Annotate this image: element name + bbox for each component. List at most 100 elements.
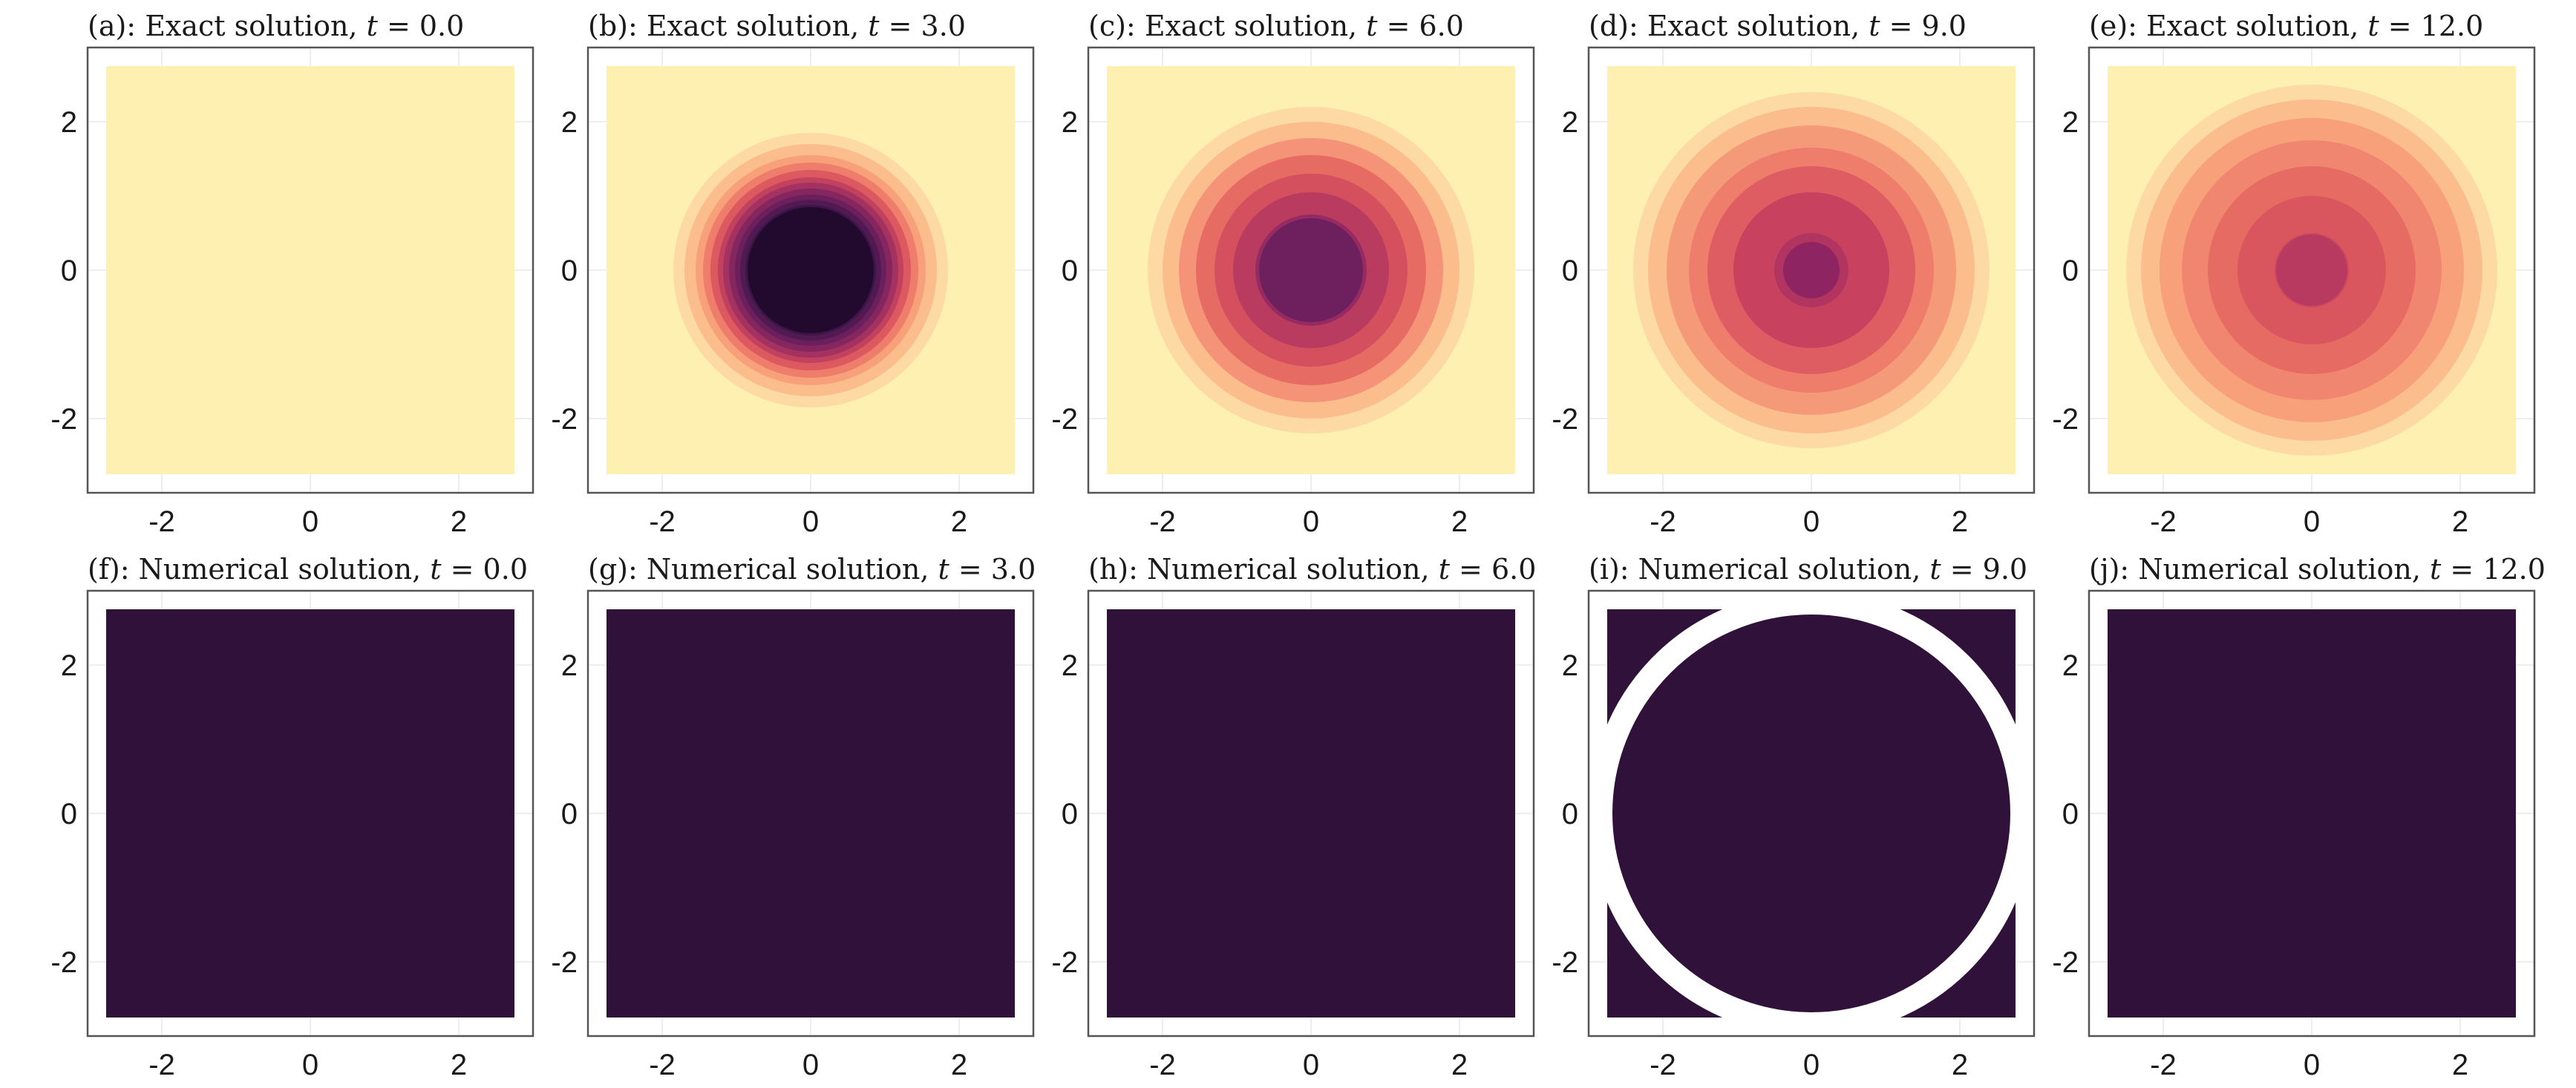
- y-tick-label: -2: [2052, 403, 2079, 436]
- panel-title: (f): Numerical solution, t = 0.0: [88, 553, 528, 586]
- x-tick-label: -2: [649, 1049, 676, 1081]
- y-tick-label: 2: [561, 649, 578, 682]
- panel-f: -2 0 2 -2 0 2 (f): Numerical solution, t = 0.0: [50, 553, 535, 1081]
- panel-title: (a): Exact solution, t = 0.0: [88, 10, 464, 42]
- ring-gap: [1589, 591, 2034, 1036]
- y-tick-label: 2: [2062, 649, 2079, 682]
- x-tick-label: -2: [1650, 505, 1676, 538]
- panel-title-label: (h): Numerical solution,: [1088, 553, 1439, 586]
- x-tick-label: 2: [1451, 1049, 1468, 1081]
- panel-title-tvar: t: [2367, 10, 2379, 42]
- panel-title: (e): Exact solution, t = 12.0: [2089, 10, 2483, 42]
- panel-title-tval: = 0.0: [378, 10, 464, 42]
- contour-level: [748, 207, 874, 333]
- x-tick-label: -2: [148, 1049, 175, 1081]
- x-tick-label: -2: [649, 505, 676, 538]
- panel-b: -2 0 2 -2 0 2 (b): Exact solution, t = 3.0: [551, 10, 1035, 538]
- contour-levels: [673, 133, 948, 407]
- x-tick-label: 0: [302, 1049, 318, 1081]
- x-tick-label: 2: [1451, 505, 1468, 538]
- panel-title-tval: = 6.0: [1450, 553, 1536, 586]
- y-tick-label: 0: [2062, 798, 2079, 830]
- y-tick-label: -2: [1051, 946, 1078, 979]
- y-tick-label: 2: [1562, 106, 1578, 139]
- panel-a: -2 0 2 -2 0 2 (a): Exact solution, t = 0.0: [50, 10, 535, 538]
- panel-title-label: (e): Exact solution,: [2089, 10, 2367, 42]
- x-tick-label: 0: [802, 1049, 819, 1081]
- x-tick-label: 0: [1303, 505, 1319, 538]
- ring-gap-band: [1589, 591, 2034, 1036]
- x-tick-label: -2: [1149, 1049, 1176, 1081]
- y-tick-label: 2: [2062, 106, 2079, 139]
- panel-title-tval: = 9.0: [1880, 10, 1967, 42]
- x-tick-label: -2: [148, 505, 175, 538]
- x-tick-label: -2: [2150, 1049, 2177, 1081]
- panel-h: -2 0 2 -2 0 2 (h): Numerical solution, t = 6.0: [1051, 553, 1536, 1081]
- x-tick-label: 2: [951, 1049, 967, 1081]
- y-tick-label: 2: [1062, 649, 1078, 682]
- panel-title-tvar: t: [868, 10, 880, 42]
- panel-title-label: (f): Numerical solution,: [88, 553, 430, 586]
- y-tick-label: -2: [1552, 403, 1578, 436]
- contour-levels: [1148, 107, 1474, 433]
- panel-i: -2 0 2 -2 0 2 (i): Numerical solution, t = 9.0: [1552, 553, 2036, 1081]
- y-tick-label: 0: [61, 255, 77, 287]
- y-tick-label: 0: [61, 798, 77, 830]
- panel-c: -2 0 2 -2 0 2 (c): Exact solution, t = 6.0: [1051, 10, 1535, 538]
- contour-level: [1259, 218, 1363, 322]
- y-tick-label: -2: [50, 946, 77, 979]
- panel-title: (b): Exact solution, t = 3.0: [588, 10, 966, 42]
- x-tick-label: 2: [2452, 505, 2468, 538]
- panel-title: (g): Numerical solution, t = 3.0: [588, 553, 1036, 586]
- heatmap-domain: [1607, 609, 2016, 1017]
- panel-title-label: (c): Exact solution,: [1088, 10, 1366, 42]
- y-tick-label: 2: [1562, 649, 1578, 682]
- contour-levels: [1633, 92, 1990, 448]
- x-tick-label: 2: [951, 505, 967, 538]
- heatmap-domain: [2108, 609, 2516, 1017]
- panel-title: (i): Numerical solution, t = 9.0: [1589, 553, 2027, 586]
- x-tick-label: -2: [1149, 505, 1176, 538]
- heatmap-domain: [607, 609, 1015, 1017]
- x-tick-label: 2: [451, 1049, 467, 1081]
- x-tick-label: 2: [2452, 1049, 2468, 1081]
- panel-title: (h): Numerical solution, t = 6.0: [1088, 553, 1536, 586]
- heatmap-domain: [106, 609, 514, 1017]
- plot-frame: [1587, 46, 2036, 494]
- plot-frame: [2088, 46, 2536, 494]
- panel-e: -2 0 2 -2 0 2 (e): Exact solution, t = 12.0: [2052, 10, 2536, 538]
- y-tick-label: 0: [1062, 255, 1078, 287]
- y-tick-label: 2: [61, 106, 77, 139]
- y-tick-label: -2: [1552, 946, 1578, 979]
- panel-title-tvar: t: [430, 553, 442, 586]
- y-tick-label: -2: [50, 403, 77, 436]
- panel-title-tvar: t: [938, 553, 950, 586]
- x-tick-label: 0: [1803, 505, 1820, 538]
- panel-title-label: (g): Numerical solution,: [588, 553, 938, 586]
- y-tick-label: 2: [561, 106, 578, 139]
- contour-level: [2276, 235, 2347, 306]
- panel-title-tval: = 3.0: [880, 10, 966, 42]
- panel-title-tvar: t: [1366, 10, 1378, 42]
- panel-title: (c): Exact solution, t = 6.0: [1088, 10, 1464, 42]
- panel-title-tvar: t: [2430, 553, 2442, 586]
- plot-frame: [586, 589, 1035, 1038]
- heatmap-domain: [106, 66, 514, 474]
- y-tick-label: -2: [551, 403, 578, 436]
- panel-title-tval: = 3.0: [949, 553, 1036, 586]
- heatmap-domain: [1107, 609, 1515, 1017]
- y-tick-label: 2: [1062, 106, 1078, 139]
- x-tick-label: 2: [1952, 1049, 1968, 1081]
- panel-title-tval: = 12.0: [2441, 553, 2546, 586]
- plot-frame: [1587, 589, 2036, 1038]
- y-tick-label: 0: [1562, 255, 1578, 287]
- panel-title-tval: = 0.0: [442, 553, 528, 586]
- x-tick-label: 0: [1803, 1049, 1820, 1081]
- x-tick-label: -2: [2150, 505, 2177, 538]
- plot-frame: [586, 46, 1035, 494]
- y-tick-label: 2: [61, 649, 77, 682]
- plot-frame: [1087, 589, 1535, 1038]
- x-tick-label: 0: [302, 505, 318, 538]
- panel-title: (j): Numerical solution, t = 12.0: [2089, 553, 2546, 586]
